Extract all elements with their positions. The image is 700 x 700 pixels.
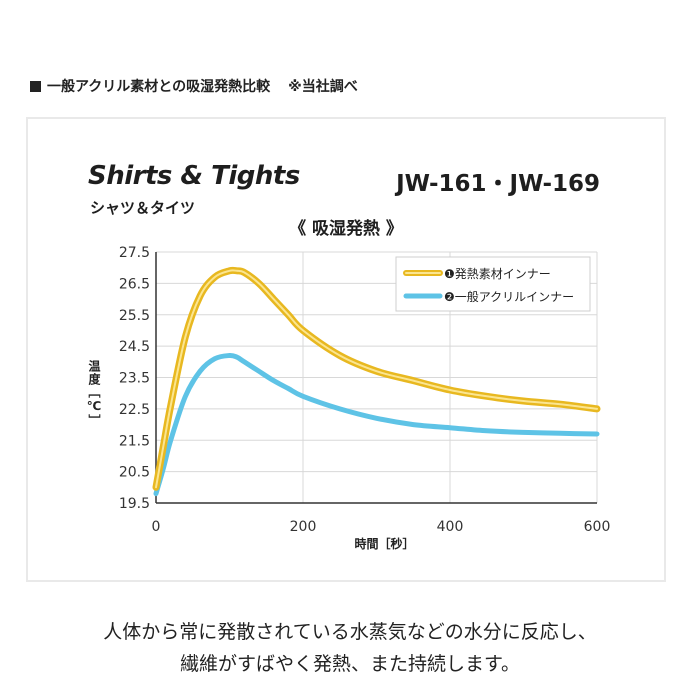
description-line-2: 繊維がすばやく発熱、また持続します。 (179, 653, 521, 675)
y-tick-label: 23.5 (119, 371, 150, 387)
heading-note: ※当社調べ (288, 79, 358, 95)
description: 人体から常に発散されている水蒸気などの水分に反応し、 繊維がすばやく発熱、また持… (0, 616, 700, 680)
y-tick-label: 27.5 (119, 245, 150, 261)
square-bullet-icon (30, 81, 41, 92)
x-axis-label: 時間［秒］ (354, 536, 414, 551)
section-heading: 一般アクリル素材との吸湿発熱比較 ※当社調べ (30, 76, 358, 96)
series-1-line-highlight (155, 269, 598, 489)
product-title-en: Shirts & Tights (88, 161, 300, 191)
legend-box (395, 256, 591, 312)
x-tick-label: 600 (584, 519, 611, 535)
x-tick-label: 400 (437, 519, 464, 535)
y-tick-label: 21.5 (119, 433, 150, 449)
y-tick-label: 22.5 (119, 402, 150, 418)
x-tick-label: 200 (290, 519, 317, 535)
y-tick-label: 26.5 (119, 276, 150, 292)
series-2-line (153, 352, 600, 497)
y-tick-label: 19.5 (119, 496, 150, 512)
chart-subtitle: 《 吸湿発熱 》 (289, 219, 403, 239)
y-tick-label: 24.5 (119, 339, 150, 355)
y-tick-label: 20.5 (119, 465, 150, 481)
model-numbers: JW-161・JW-169 (396, 171, 600, 197)
heading-label: 一般アクリル素材との吸湿発熱比較 (47, 79, 271, 95)
product-title-ja: シャツ＆タイツ (90, 199, 196, 217)
y-axis-label: 温度［℃］ (87, 360, 101, 427)
legend-label-series-1: ❶発熱素材インナー (444, 267, 551, 281)
description-line-1: 人体から常に発散されている水蒸気などの水分に反応し、 (103, 621, 597, 643)
y-tick-label: 25.5 (119, 308, 150, 324)
x-tick-label: 0 (152, 519, 161, 535)
legend-label-series-2: ❷一般アクリルインナー (444, 289, 574, 304)
chart-panel: Shirts & Tights シャツ＆タイツ JW-161・JW-169 《 … (26, 117, 666, 582)
